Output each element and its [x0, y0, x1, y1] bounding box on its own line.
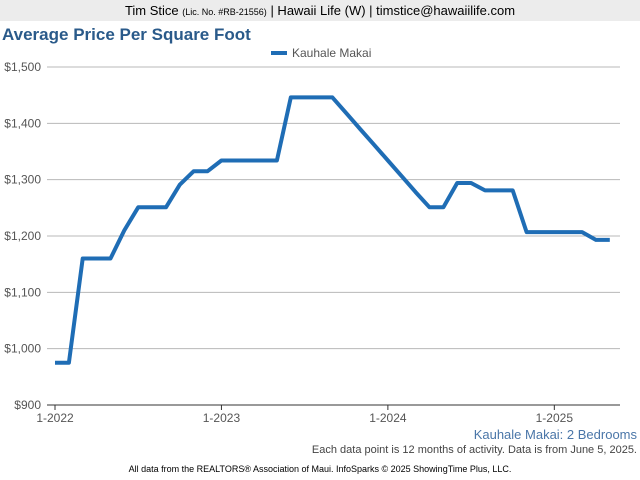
series-line: [55, 95, 610, 365]
x-tick-label: 1-2024: [369, 411, 407, 425]
y-tick-label: $900: [14, 398, 41, 412]
legend: Kauhale Makai: [271, 46, 371, 60]
gridlines: [47, 66, 620, 406]
y-tick-label: $1,100: [4, 285, 41, 299]
x-axis: 1-2022 1-2023 1-2024 1-2025: [36, 405, 573, 425]
y-axis: $900 $1,000 $1,100 $1,200 $1,300 $1,400 $1,500: [4, 60, 41, 412]
legend-swatch: [271, 51, 287, 55]
x-tick-label: 1-2022: [36, 411, 74, 425]
agency-contact: | Hawaii Life (W) | timstice@hawaiilife.…: [270, 3, 516, 18]
y-tick-label: $1,300: [4, 173, 41, 187]
y-tick-label: $1,000: [4, 342, 41, 356]
credit-line: All data from the REALTORS® Association …: [128, 464, 512, 474]
header-bar: Tim Stice (Lic. No. #RB-21556) | Hawaii …: [0, 0, 640, 21]
y-tick-label: $1,400: [4, 116, 41, 130]
data-note: Each data point is 12 months of activity…: [311, 444, 637, 456]
agent-name: Tim Stice: [124, 3, 179, 18]
legend-label: Kauhale Makai: [292, 46, 372, 60]
x-tick-label: 1-2023: [203, 411, 241, 425]
license-number: (Lic. No. #RB-21556): [182, 7, 267, 17]
chart-subtitle: Kauhale Makai: 2 Bedrooms: [473, 427, 637, 442]
y-tick-label: $1,200: [4, 229, 41, 243]
y-tick-label: $1,500: [4, 60, 41, 74]
series-group: [54, 95, 610, 365]
x-tick-label: 1-2025: [536, 411, 574, 425]
chart-title: Average Price Per Square Foot: [2, 25, 251, 44]
